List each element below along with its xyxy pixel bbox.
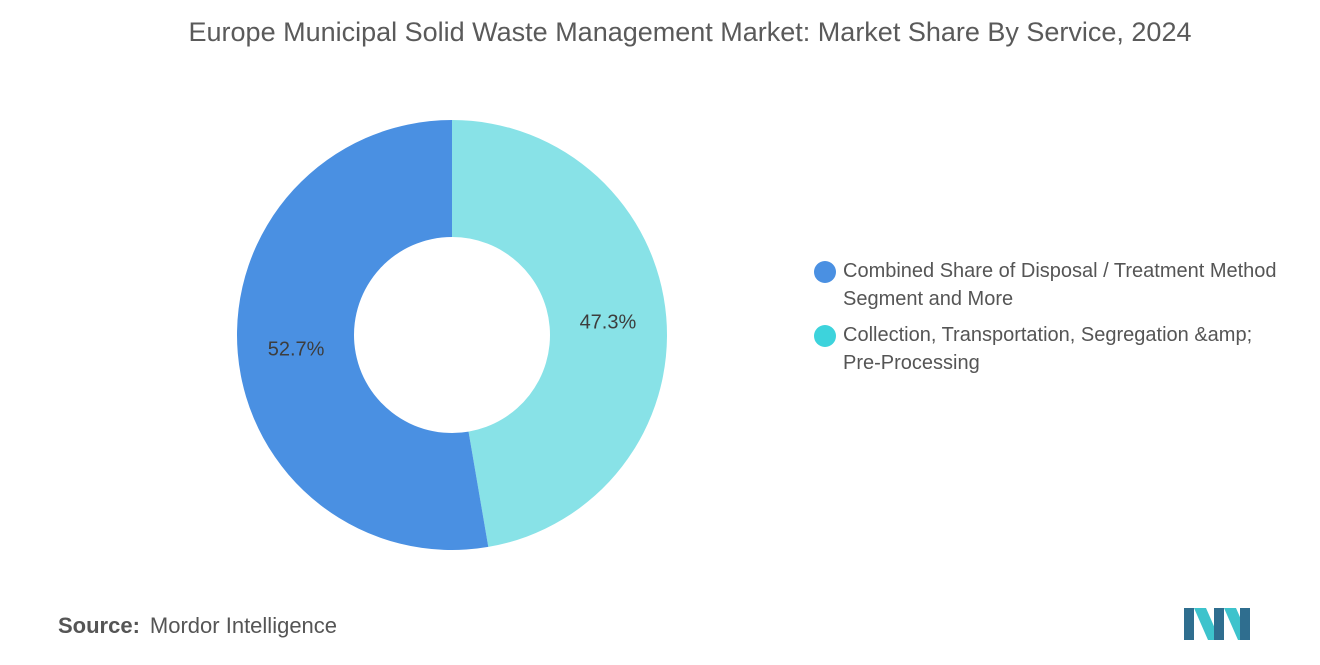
slice-label-1: 52.7% xyxy=(268,338,325,360)
source-text: Mordor Intelligence xyxy=(149,613,338,638)
legend-swatch-1 xyxy=(814,261,836,283)
source-label: Source: xyxy=(58,613,140,638)
source-note: Source: Mordor Intelligence xyxy=(58,610,337,642)
slice-label-2: 47.3% xyxy=(580,312,637,334)
legend-label-2: Collection, Transportation, Segregation … xyxy=(843,324,1253,374)
mordor-logo-icon xyxy=(1184,608,1250,640)
donut-slice-1 xyxy=(236,120,489,550)
legend-item-2: Collection, Transportation, Segregation … xyxy=(814,321,1294,377)
donut-slice-2 xyxy=(452,120,667,547)
chart-title: Europe Municipal Solid Waste Management … xyxy=(188,17,1192,47)
legend-label-1: Combined Share of Disposal / Treatment M… xyxy=(843,260,1277,310)
legend-item-1: Combined Share of Disposal / Treatment M… xyxy=(814,257,1294,313)
chart-legend: Combined Share of Disposal / Treatment M… xyxy=(814,257,1294,385)
legend-swatch-2 xyxy=(814,325,836,347)
